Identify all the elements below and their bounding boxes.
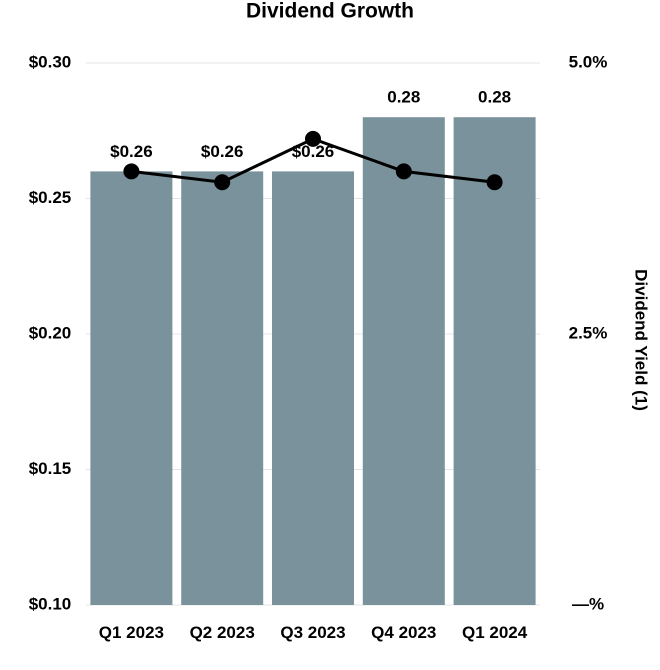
y-tick-label: $0.30 xyxy=(29,52,72,71)
y-tick-label: $0.15 xyxy=(29,459,72,478)
y-tick-label: $0.20 xyxy=(29,323,72,342)
line-marker xyxy=(395,163,412,180)
line-marker xyxy=(214,174,231,191)
y2-axis-label: Dividend Yield (1) xyxy=(632,269,651,411)
line-marker xyxy=(305,130,321,147)
bar xyxy=(90,171,173,605)
y2-tick-label: 2.5% xyxy=(569,323,608,342)
x-tick-label: Q1 2024 xyxy=(461,623,528,642)
bar xyxy=(362,117,445,605)
x-tick-label: Q1 2023 xyxy=(98,623,164,642)
chart-title: Dividend Growth xyxy=(246,0,414,23)
y2-tick-label: —% xyxy=(572,594,604,613)
bar xyxy=(181,171,264,605)
line-marker xyxy=(123,163,140,180)
data-label: 0.28 xyxy=(478,88,511,107)
bar xyxy=(272,171,354,605)
bar xyxy=(453,117,536,605)
x-tick-label: Q2 2023 xyxy=(189,623,255,642)
y-tick-label: $0.25 xyxy=(29,188,72,207)
line-marker xyxy=(486,174,503,191)
y-tick-label: $0.10 xyxy=(29,594,72,613)
x-tick-label: Q4 2023 xyxy=(371,623,437,642)
x-tick-label: Q3 2023 xyxy=(280,623,346,642)
data-label: $0.26 xyxy=(292,142,335,161)
data-label: $0.26 xyxy=(110,142,153,161)
data-label: 0.28 xyxy=(387,88,420,107)
y2-tick-label: 5.0% xyxy=(569,52,608,71)
data-label: $0.26 xyxy=(201,142,244,161)
